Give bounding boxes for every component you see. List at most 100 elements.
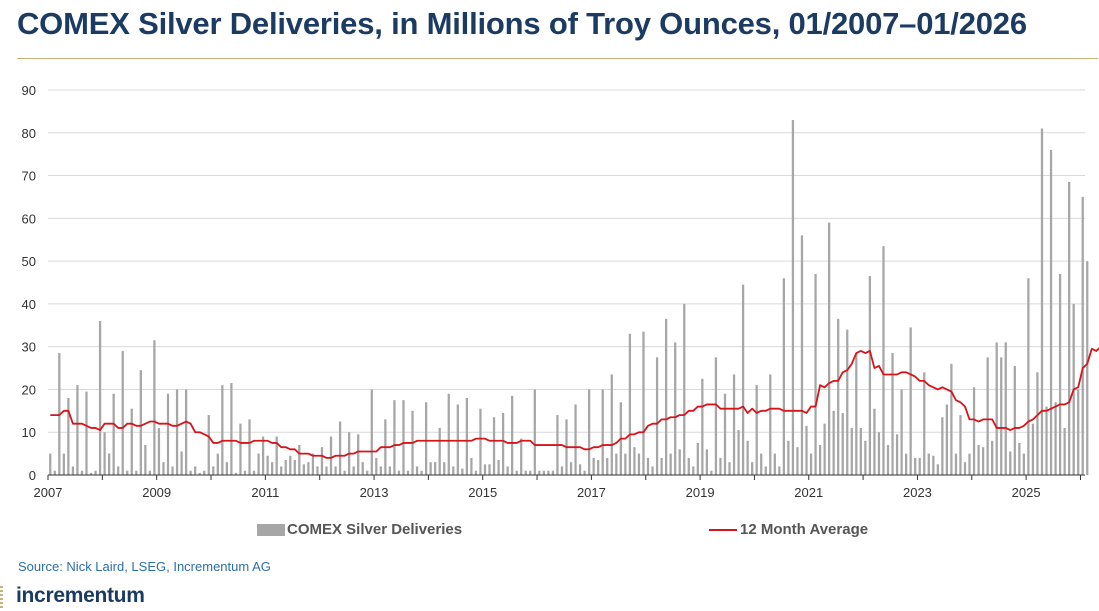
delivery-bar	[855, 353, 858, 475]
legend-swatch-line	[709, 528, 737, 531]
delivery-bar	[171, 466, 174, 475]
delivery-bar	[126, 470, 129, 475]
delivery-bar	[524, 470, 527, 475]
delivery-bar	[895, 434, 899, 475]
delivery-bar	[98, 321, 102, 475]
delivery-bar	[778, 466, 781, 475]
delivery-bar	[62, 453, 65, 475]
delivery-bar	[230, 383, 233, 475]
delivery-bar	[751, 462, 754, 475]
delivery-bar	[434, 462, 437, 475]
delivery-bar	[1040, 128, 1044, 475]
delivery-bar	[791, 119, 795, 475]
delivery-bar	[397, 470, 401, 475]
delivery-bar	[696, 442, 699, 475]
delivery-bar	[737, 430, 740, 475]
delivery-bar	[284, 460, 287, 475]
delivery-bar	[760, 453, 763, 475]
delivery-bar	[578, 464, 582, 475]
delivery-bar	[338, 421, 342, 475]
delivery-bar	[796, 447, 799, 475]
delivery-bar	[379, 466, 382, 475]
delivery-bar	[805, 425, 808, 475]
delivery-bar	[470, 457, 473, 475]
delivery-bar	[375, 457, 378, 475]
delivery-bar	[710, 470, 713, 475]
delivery-bar	[85, 391, 88, 475]
delivery-bar	[334, 466, 337, 475]
delivery-bar	[1081, 196, 1084, 475]
legend-swatch-bar	[257, 523, 285, 536]
delivery-bar	[959, 415, 962, 475]
delivery-bar	[837, 318, 840, 475]
delivery-bar	[814, 273, 817, 475]
delivery-bar	[728, 462, 731, 475]
delivery-bar	[162, 462, 165, 475]
delivery-bar	[741, 284, 745, 475]
source-note: Source: Nick Laird, LSEG, Incrementum AG	[18, 559, 271, 574]
delivery-bar	[144, 445, 147, 475]
delivery-bar	[501, 412, 505, 475]
delivery-bar	[1013, 365, 1016, 475]
gridlines	[48, 89, 1085, 433]
x-tick-label: 2023	[903, 485, 932, 500]
legend-label-deliveries: COMEX Silver Deliveries	[287, 521, 463, 538]
y-tick-label: 70	[22, 169, 36, 184]
delivery-bar	[832, 410, 835, 475]
y-tick-label: 30	[22, 340, 36, 355]
delivery-bar	[533, 389, 536, 475]
delivery-bar	[298, 445, 301, 475]
delivery-bar	[905, 453, 908, 475]
delivery-bar	[293, 460, 296, 475]
delivery-bar	[248, 419, 251, 475]
x-tick-label: 2021	[794, 485, 823, 500]
delivery-bar	[841, 412, 844, 475]
delivery-bar	[886, 445, 890, 475]
delivery-bar	[261, 436, 265, 475]
x-tick-label: 2009	[142, 485, 171, 500]
delivery-bar	[1004, 342, 1007, 475]
delivery-bar	[198, 472, 201, 475]
delivery-bar	[225, 462, 228, 475]
delivery-bar	[474, 470, 478, 475]
delivery-bar	[1049, 149, 1053, 475]
delivery-bar	[991, 440, 994, 475]
delivery-bar	[954, 453, 958, 475]
delivery-bar	[719, 457, 722, 475]
axes: 0 10 20 30 40 50 60 70 80 90 2007 2009 2011 2013 2015 2…	[22, 83, 1085, 500]
delivery-bar	[207, 415, 210, 475]
delivery-bar	[1077, 389, 1080, 475]
x-tick-label: 2013	[360, 485, 389, 500]
delivery-bar	[914, 457, 917, 475]
delivery-bar	[945, 404, 949, 475]
delivery-bar	[569, 462, 573, 475]
delivery-bar	[275, 436, 278, 475]
delivery-bar	[465, 398, 468, 475]
delivery-bar	[438, 427, 441, 475]
delivery-bar	[972, 387, 976, 475]
delivery-bar	[121, 350, 124, 475]
delivery-bar	[592, 457, 595, 475]
delivery-bar	[456, 404, 459, 475]
delivery-bar	[687, 457, 690, 475]
delivery-bar	[189, 470, 192, 475]
delivery-bar	[986, 357, 989, 475]
delivery-bar	[506, 466, 509, 475]
delivery-bar	[588, 389, 591, 475]
delivery-bar	[239, 423, 242, 475]
delivery-bar	[166, 393, 170, 475]
delivery-bar	[918, 457, 921, 475]
legend-item-deliveries: COMEX Silver Deliveries	[257, 521, 462, 538]
delivery-bar	[746, 440, 749, 475]
delivery-bar	[909, 327, 912, 475]
delivery-bar	[180, 451, 183, 475]
delivery-bar	[583, 470, 586, 475]
delivery-bar	[80, 470, 84, 475]
delivery-bar	[669, 453, 672, 475]
delivery-bar	[1063, 427, 1066, 475]
delivery-bar	[1022, 453, 1025, 475]
delivery-bar	[175, 389, 179, 475]
y-tick-label: 10	[22, 425, 36, 440]
delivery-bar	[420, 470, 423, 475]
delivery-bar	[981, 447, 985, 475]
